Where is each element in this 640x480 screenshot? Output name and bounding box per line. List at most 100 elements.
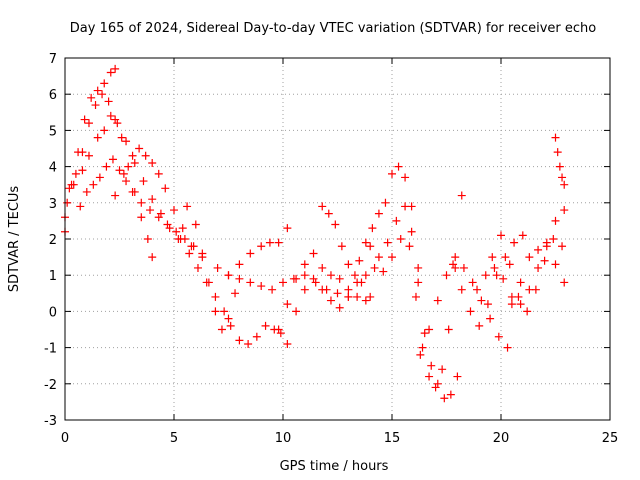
series-sat-18 — [473, 206, 569, 309]
data-point — [283, 339, 292, 348]
data-point — [217, 325, 226, 334]
x-tick-label: 0 — [61, 431, 69, 446]
data-point — [438, 365, 447, 374]
y-tick-labels: -3 -2 -1 0 1 2 3 4 5 6 7 — [44, 52, 57, 429]
data-point — [246, 278, 255, 287]
data-point — [183, 202, 192, 211]
data-point — [213, 263, 222, 272]
data-point — [100, 79, 109, 88]
data-point — [82, 187, 91, 196]
y-tick-label: -1 — [44, 342, 57, 357]
data-point — [268, 285, 277, 294]
y-tick-label: 7 — [49, 52, 57, 67]
data-point — [560, 206, 569, 215]
data-point — [176, 235, 185, 243]
data-point — [481, 271, 490, 280]
data-point — [300, 260, 309, 269]
data-point — [366, 242, 375, 251]
data-point — [318, 263, 327, 272]
gridlines — [65, 58, 610, 420]
y-axis-label: SDTVAR / TECUs — [7, 186, 22, 293]
data-point — [379, 267, 388, 276]
data-point — [411, 292, 420, 301]
data-point — [300, 271, 309, 280]
data-point — [95, 173, 104, 182]
data-point — [407, 227, 416, 236]
data-point — [231, 289, 240, 298]
series-sat-9 — [224, 224, 292, 280]
data-point — [425, 372, 434, 381]
plot-frame — [64, 57, 611, 421]
data-point — [453, 372, 462, 381]
y-tick-label: 1 — [49, 269, 57, 284]
data-point — [542, 238, 551, 247]
data-point — [507, 300, 516, 309]
data-point — [350, 271, 359, 280]
data-point — [283, 224, 292, 233]
series-sat-17 — [449, 231, 527, 330]
data-point — [224, 271, 233, 280]
data-point — [89, 180, 98, 189]
data-point — [78, 166, 87, 175]
data-point — [148, 195, 157, 204]
data-point — [558, 242, 567, 251]
y-tick-label: -2 — [44, 378, 57, 393]
data-point — [333, 289, 342, 298]
series-sat-15 — [388, 191, 466, 392]
data-point — [477, 296, 486, 305]
data-point — [211, 292, 220, 301]
data-point — [490, 263, 499, 272]
data-point — [442, 271, 451, 280]
data-point — [122, 177, 131, 186]
data-point — [137, 198, 146, 207]
data-point — [523, 307, 532, 316]
data-point — [252, 332, 261, 341]
data-point — [283, 300, 292, 309]
x-axis-label: GPS time / hours — [280, 459, 389, 474]
data-point — [161, 184, 170, 193]
data-point — [141, 151, 150, 160]
data-point — [457, 285, 466, 294]
data-point — [344, 285, 353, 294]
data-point — [459, 263, 468, 272]
data-point — [331, 220, 340, 229]
data-point — [257, 242, 266, 251]
data-point — [154, 169, 163, 178]
data-point — [497, 231, 505, 240]
series-sat-20 — [507, 238, 569, 309]
data-point — [405, 242, 414, 251]
data-point — [324, 209, 333, 218]
data-point — [551, 133, 560, 142]
data-point — [525, 253, 534, 262]
data-point — [318, 285, 327, 294]
data-point — [111, 191, 120, 200]
data-point — [98, 90, 107, 99]
data-point — [418, 343, 427, 352]
data-point — [440, 394, 449, 403]
data-point — [113, 119, 122, 128]
data-point — [93, 86, 102, 95]
data-point — [374, 209, 383, 218]
data-point — [124, 162, 133, 171]
x-tick-labels: 0 5 10 15 20 25 — [61, 431, 618, 446]
data-point — [368, 224, 377, 233]
series-sat-11 — [283, 263, 388, 348]
data-point — [292, 274, 301, 283]
series-sat-16 — [416, 253, 512, 359]
data-point — [172, 227, 181, 236]
data-point — [505, 260, 514, 269]
data-point — [494, 332, 503, 341]
data-point — [503, 343, 512, 352]
data-point — [361, 238, 370, 247]
data-point — [388, 253, 396, 262]
series-sat-13 — [355, 162, 423, 272]
x-tick-label: 10 — [275, 431, 292, 446]
data-point — [492, 271, 501, 280]
data-point — [78, 148, 87, 157]
data-point — [388, 169, 396, 178]
data-point — [154, 213, 163, 222]
data-point — [488, 253, 497, 262]
data-point — [335, 303, 344, 312]
data-point — [361, 296, 370, 305]
data-point — [344, 260, 353, 269]
